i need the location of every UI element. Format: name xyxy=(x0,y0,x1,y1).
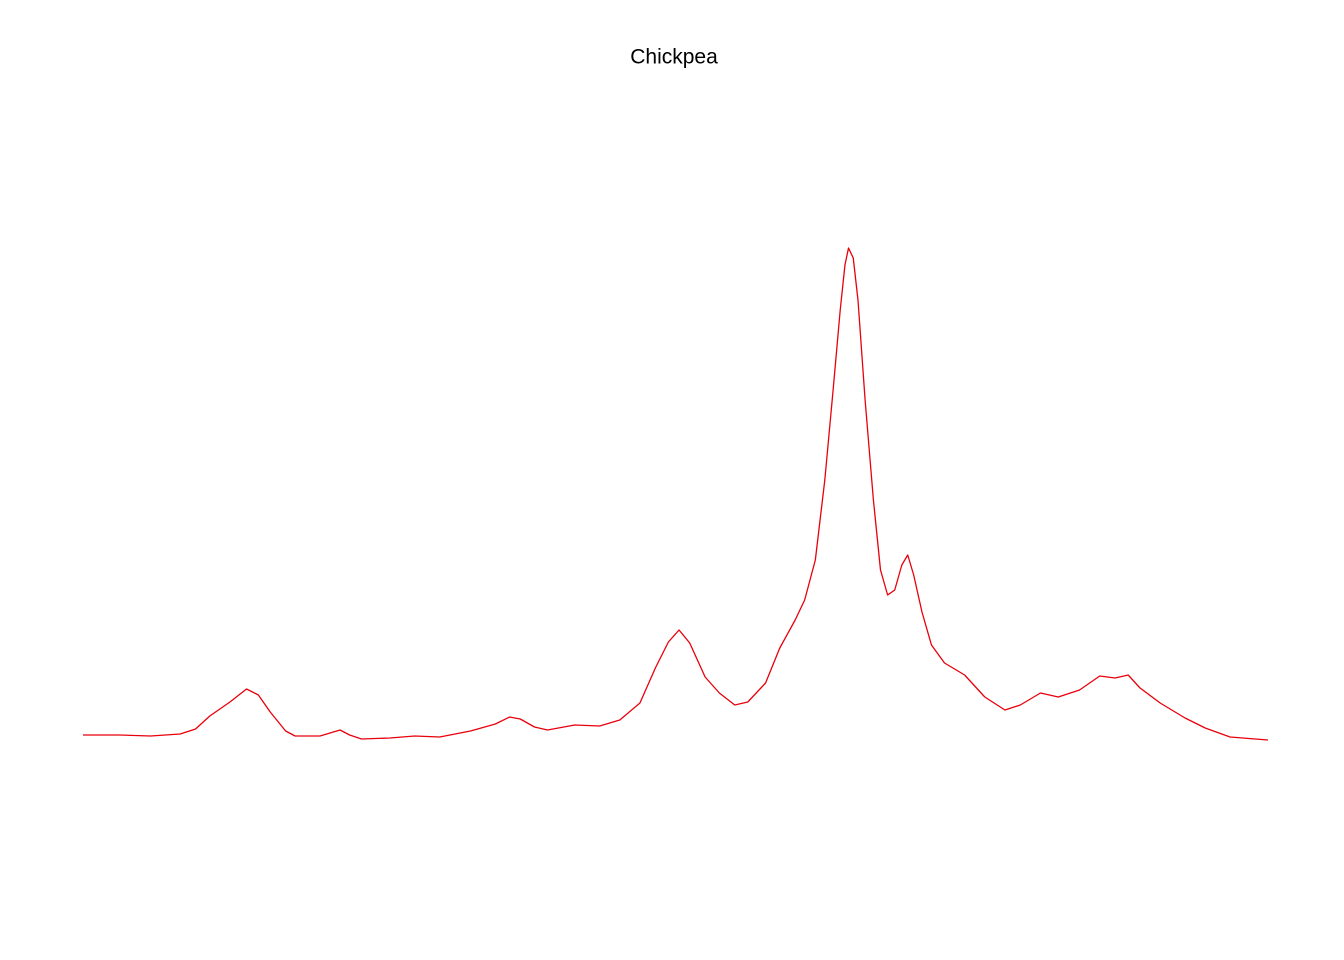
data-line xyxy=(83,247,1269,741)
chart-title: Chickpea xyxy=(630,46,718,69)
